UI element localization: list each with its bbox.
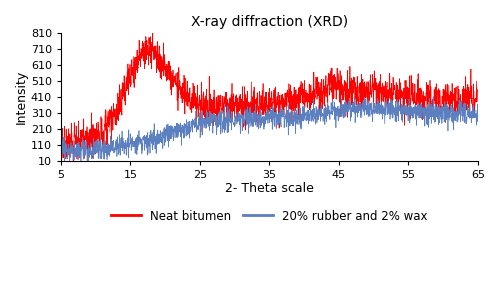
X-axis label: 2- Theta scale: 2- Theta scale [225, 182, 314, 195]
Title: X-ray diffraction (XRD): X-ray diffraction (XRD) [191, 15, 348, 29]
Y-axis label: Intensity: Intensity [15, 70, 28, 124]
Legend: Neat bitumen, 20% rubber and 2% wax: Neat bitumen, 20% rubber and 2% wax [106, 205, 432, 227]
